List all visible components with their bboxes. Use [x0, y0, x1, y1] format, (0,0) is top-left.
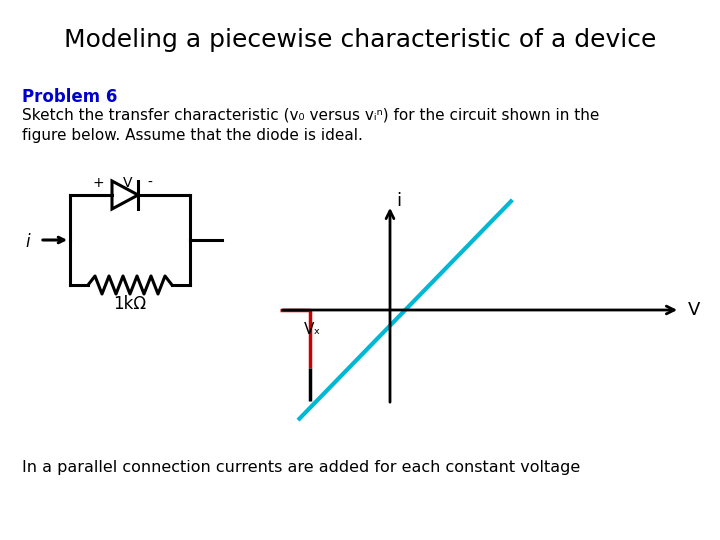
Text: +: +	[92, 176, 104, 190]
Text: i: i	[396, 192, 401, 210]
Text: -: -	[148, 176, 153, 190]
Text: i: i	[26, 233, 30, 251]
Text: Sketch the transfer characteristic (v₀ versus vᵢⁿ) for the circuit shown in the: Sketch the transfer characteristic (v₀ v…	[22, 108, 599, 123]
Text: Vₓ: Vₓ	[303, 322, 320, 337]
Text: V: V	[688, 301, 701, 319]
Text: Modeling a piecewise characteristic of a device: Modeling a piecewise characteristic of a…	[64, 28, 656, 52]
Text: figure below. Assume that the diode is ideal.: figure below. Assume that the diode is i…	[22, 128, 363, 143]
Text: Problem 6: Problem 6	[22, 88, 117, 106]
Text: V: V	[123, 176, 132, 190]
Text: 1kΩ: 1kΩ	[114, 295, 147, 313]
Text: In a parallel connection currents are added for each constant voltage: In a parallel connection currents are ad…	[22, 460, 580, 475]
